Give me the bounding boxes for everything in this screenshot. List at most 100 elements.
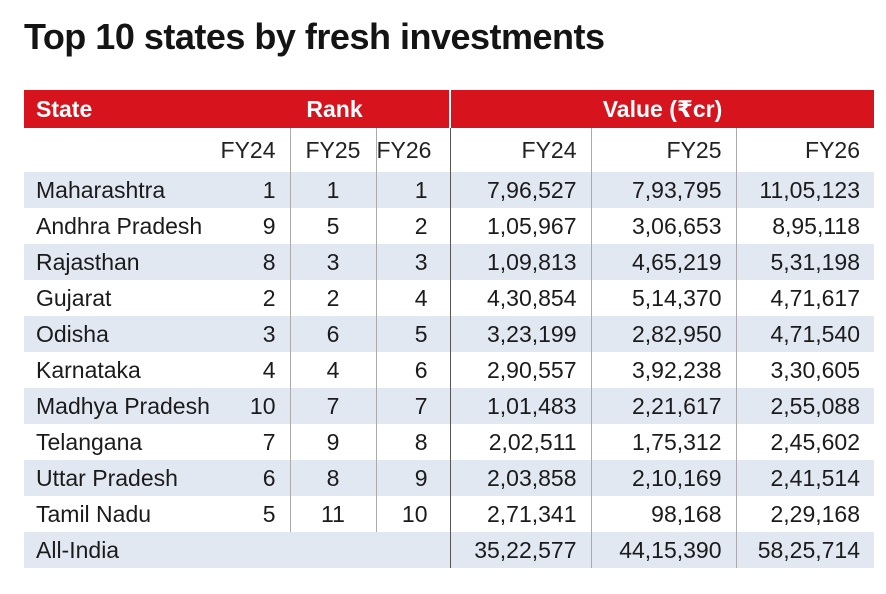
rank-fy25-cell: 1	[289, 172, 376, 208]
rank-fy26-cell: 2	[375, 208, 451, 244]
rank-fy24-cell: 10	[220, 388, 290, 424]
table-row: Odisha 3 6 5 3,23,199 2,82,950 4,71,540	[24, 316, 875, 352]
header-rank: Rank	[220, 90, 451, 128]
table-row: Karnataka 4 4 6 2,90,557 3,92,238 3,30,605	[24, 352, 875, 388]
value-fy25-cell: 3,06,653	[590, 208, 737, 244]
value-fy25-cell: 98,168	[590, 496, 737, 532]
rank-fy25-cell: 2	[289, 280, 376, 316]
value-fy24-cell: 7,96,527	[449, 172, 592, 208]
total-value-fy26: 58,25,714	[735, 532, 875, 568]
rank-fy24-cell: 9	[220, 208, 290, 244]
value-fy26-cell: 2,45,602	[735, 424, 875, 460]
rank-fy26-cell: 6	[375, 352, 451, 388]
rank-fy25-cell: 5	[289, 208, 376, 244]
rank-fy25-cell: 4	[289, 352, 376, 388]
value-fy25-cell: 4,65,219	[590, 244, 737, 280]
value-fy24-cell: 2,90,557	[449, 352, 592, 388]
subheader-rank-fy26: FY26	[375, 128, 451, 172]
rank-fy26-cell: 1	[375, 172, 451, 208]
value-fy26-cell: 4,71,617	[735, 280, 875, 316]
rank-fy26-cell: 9	[375, 460, 451, 496]
value-fy24-cell: 1,09,813	[449, 244, 592, 280]
rank-fy24-cell: 7	[220, 424, 290, 460]
rank-fy24-cell: 1	[220, 172, 290, 208]
value-fy24-cell: 2,71,341	[449, 496, 592, 532]
subheader-rank-fy24: FY24	[220, 136, 276, 163]
table-row: Rajasthan 8 3 3 1,09,813 4,65,219 5,31,198	[24, 244, 875, 280]
value-fy24-cell: 1,01,483	[449, 388, 592, 424]
value-fy26-cell: 4,71,540	[735, 316, 875, 352]
value-fy26-cell: 2,41,514	[735, 460, 875, 496]
value-fy26-cell: 5,31,198	[735, 244, 875, 280]
value-fy26-cell: 8,95,118	[735, 208, 875, 244]
rank-fy24-cell: 4	[220, 352, 290, 388]
value-fy26-cell: 2,29,168	[735, 496, 875, 532]
rank-fy25-cell: 8	[289, 460, 376, 496]
subheader-value-fy26: FY26	[735, 128, 875, 172]
state-cell: Andhra Pradesh	[24, 208, 220, 244]
header-state: State	[24, 90, 220, 128]
value-fy24-cell: 1,05,967	[449, 208, 592, 244]
table-row: Madhya Pradesh 10 7 7 1,01,483 2,21,617 2,55,0…	[24, 388, 875, 424]
state-cell: Rajasthan	[24, 244, 220, 280]
state-cell: Odisha	[24, 316, 220, 352]
subheader-row: FY24 FY25 FY26 FY24 FY25 FY26	[24, 128, 875, 172]
table-row: Gujarat 2 2 4 4,30,854 5,14,370 4,71,617	[24, 280, 875, 316]
header-value: Value (₹cr)	[449, 90, 875, 128]
value-fy26-cell: 3,30,605	[735, 352, 875, 388]
rank-fy25-cell: 3	[289, 244, 376, 280]
header-row: State Rank Value (₹cr)	[24, 90, 875, 128]
subheader-blank	[24, 128, 220, 172]
value-fy25-cell: 2,82,950	[590, 316, 737, 352]
total-label: All-India	[24, 532, 220, 568]
rank-fy24-cell: 3	[220, 316, 290, 352]
value-fy26-cell: 2,55,088	[735, 388, 875, 424]
rank-fy24-cell: 8	[220, 244, 290, 280]
total-row: All-India 35,22,577 44,15,390 58,25,714	[24, 532, 875, 568]
rank-fy25-cell: 7	[289, 388, 376, 424]
rank-fy25-cell: 9	[289, 424, 376, 460]
value-fy24-cell: 4,30,854	[449, 280, 592, 316]
value-fy25-cell: 5,14,370	[590, 280, 737, 316]
rank-fy24-cell: 2	[220, 280, 290, 316]
subheader-value-fy25: FY25	[590, 128, 737, 172]
rank-fy26-cell: 5	[375, 316, 451, 352]
total-value-fy24: 35,22,577	[449, 532, 592, 568]
state-cell: Gujarat	[24, 280, 220, 316]
rank-fy25-cell: 6	[289, 316, 376, 352]
value-fy24-cell: 2,03,858	[449, 460, 592, 496]
rank-fy26-cell: 8	[375, 424, 451, 460]
value-fy25-cell: 7,93,795	[590, 172, 737, 208]
total-value-fy25: 44,15,390	[590, 532, 737, 568]
rank-fy24-cell: 5	[220, 496, 290, 532]
value-fy24-cell: 2,02,511	[449, 424, 592, 460]
rank-fy24-cell: 6	[220, 460, 290, 496]
value-fy24-cell: 3,23,199	[449, 316, 592, 352]
value-fy26-cell: 11,05,123	[735, 172, 875, 208]
state-cell: Karnataka	[24, 352, 220, 388]
table-row: Maharashtra 1 1 1 7,96,527 7,93,795 11,05,123	[24, 172, 875, 208]
subheader-value-fy24: FY24	[449, 128, 592, 172]
table-body: Maharashtra 1 1 1 7,96,527 7,93,795 11,05,123 A…	[24, 172, 875, 568]
value-fy25-cell: 1,75,312	[590, 424, 737, 460]
value-fy25-cell: 2,10,169	[590, 460, 737, 496]
value-fy25-cell: 2,21,617	[590, 388, 737, 424]
total-rank-blank	[220, 532, 451, 568]
state-cell: Telangana	[24, 424, 220, 460]
rank-fy26-cell: 10	[375, 496, 451, 532]
chart-title: Top 10 states by fresh investments	[24, 16, 605, 57]
rank-fy26-cell: 4	[375, 280, 451, 316]
rank-fy26-cell: 3	[375, 244, 451, 280]
state-cell: Madhya Pradesh	[24, 388, 220, 424]
table-row: Tamil Nadu 5 11 10 2,71,341 98,168 2,29,168	[24, 496, 875, 532]
subheader-rank-fy25: FY25	[289, 128, 376, 172]
investments-table: State Rank Value (₹cr) FY24 FY25 FY26 FY…	[24, 90, 875, 568]
state-cell: Uttar Pradesh	[24, 460, 220, 496]
rank-fy25-cell: 11	[289, 496, 376, 532]
value-fy25-cell: 3,92,238	[590, 352, 737, 388]
state-cell: Maharashtra	[24, 172, 220, 208]
table-row: Telangana 7 9 8 2,02,511 1,75,312 2,45,602	[24, 424, 875, 460]
table-row: Andhra Pradesh 9 5 2 1,05,967 3,06,653 8,95,11…	[24, 208, 875, 244]
table-row: Uttar Pradesh 6 8 9 2,03,858 2,10,169 2,41,514	[24, 460, 875, 496]
state-cell: Tamil Nadu	[24, 496, 220, 532]
